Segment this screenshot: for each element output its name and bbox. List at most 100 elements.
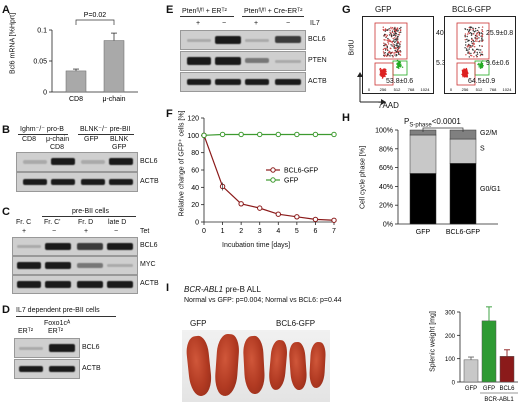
y-tick-label: 20% — [379, 203, 393, 210]
event-dot — [472, 43, 474, 45]
event-dot — [393, 39, 395, 41]
event-dot — [396, 51, 398, 53]
event-dot — [399, 27, 401, 30]
event-dot — [481, 51, 483, 53]
panel-c-lane-2: Fr. C' — [44, 219, 61, 226]
panel-e-il7-label: IL7 — [310, 20, 320, 27]
panel-e-row-actb: ACTB — [308, 78, 327, 85]
event-dot — [389, 39, 391, 42]
event-dot — [461, 69, 464, 71]
event-dot — [385, 29, 387, 31]
event-dot — [394, 49, 396, 52]
event-dot — [386, 45, 388, 47]
y-tick-label: 0 — [452, 381, 456, 387]
band — [187, 79, 211, 85]
event-dot — [479, 51, 481, 54]
event-dot — [385, 70, 387, 73]
band — [187, 39, 211, 42]
panel-c-blot-bcl6 — [12, 237, 138, 256]
panel-g-plot-1: 0 256 512 768 1024 — [362, 16, 434, 94]
event-dot — [383, 72, 385, 74]
event-dot — [383, 52, 385, 54]
event-dot — [398, 67, 400, 70]
data-point — [219, 131, 226, 138]
y-tick-label: 40% — [379, 184, 393, 191]
panel-c-divider — [42, 216, 136, 217]
event-dot — [481, 26, 484, 28]
panel-h-letter: H — [342, 112, 350, 124]
panel-e-row-pten: PTEN — [308, 57, 327, 64]
event-dot — [464, 47, 466, 49]
event-dot — [397, 30, 399, 32]
y-tick-label: 100 — [187, 133, 199, 140]
data-point — [275, 211, 281, 217]
event-dot — [383, 47, 385, 50]
event-dot — [379, 67, 382, 70]
bar-1 — [463, 359, 479, 383]
stack-S — [409, 134, 437, 174]
event-dot — [389, 40, 391, 43]
event-dot — [396, 45, 398, 47]
band — [23, 179, 47, 185]
band — [51, 158, 75, 165]
event-dot — [478, 62, 480, 65]
event-dot — [477, 63, 479, 66]
event-dot — [466, 76, 468, 78]
data-point — [331, 217, 337, 223]
panel-c-tet-4: − — [114, 228, 119, 235]
y-tick-label: 0 — [43, 90, 47, 97]
event-dot — [384, 52, 386, 54]
event-dot — [392, 43, 394, 45]
event-dot — [478, 26, 480, 29]
panel-b-row-actb: ACTB — [140, 178, 159, 185]
panel-c-letter: C — [2, 206, 10, 218]
panel-b-lane-1: CD8 — [22, 136, 37, 143]
p-sub: S-phase — [409, 122, 432, 129]
panel-b-row-bcl6: BCL6 — [140, 158, 158, 165]
band — [17, 245, 41, 248]
event-dot — [471, 45, 474, 47]
event-dot — [478, 34, 480, 36]
event-dot — [388, 39, 390, 41]
event-dot — [480, 62, 482, 64]
band — [187, 57, 211, 65]
event-dot — [465, 49, 468, 51]
event-dot — [468, 56, 470, 58]
event-dot — [468, 44, 470, 47]
panel-i-group-gfp: GFP — [190, 319, 207, 328]
panel-g-gate-1-g0g1: 53.8±0.6 — [386, 78, 414, 85]
event-dot — [480, 35, 482, 37]
x-tick-label: 512 — [476, 87, 483, 92]
bottom-label: BCR-ABL1 — [484, 397, 514, 403]
panel-e-letter: E — [166, 4, 174, 16]
panel-i-stats: Normal vs GFP: p=0.004; Normal vs BCL6: … — [184, 297, 342, 304]
gate-s-phase — [456, 22, 490, 60]
event-dot — [472, 33, 475, 35]
y-tick-label: 20 — [191, 202, 199, 209]
event-dot — [473, 40, 475, 43]
band — [245, 79, 269, 85]
panel-e-blot-bcl6 — [180, 30, 306, 50]
event-dot — [391, 54, 393, 57]
event-dot — [395, 55, 397, 57]
event-dot — [398, 61, 400, 64]
data-point — [294, 131, 300, 138]
event-dot — [468, 43, 470, 46]
x-label: GFP — [483, 386, 495, 392]
event-dot — [396, 43, 398, 45]
panel-e-blot-actb — [180, 72, 306, 92]
data-point — [238, 131, 244, 138]
event-dot — [382, 51, 385, 53]
event-dot — [470, 32, 473, 35]
band — [45, 281, 71, 288]
event-dot — [396, 37, 398, 39]
band — [215, 36, 241, 44]
event-dot — [391, 30, 394, 32]
event-dot — [476, 56, 478, 58]
panel-e-blot-pten — [180, 51, 306, 71]
event-dot — [383, 74, 385, 76]
event-dot — [395, 33, 398, 35]
event-dot — [390, 26, 392, 29]
event-dot — [395, 31, 397, 33]
band — [107, 281, 133, 288]
